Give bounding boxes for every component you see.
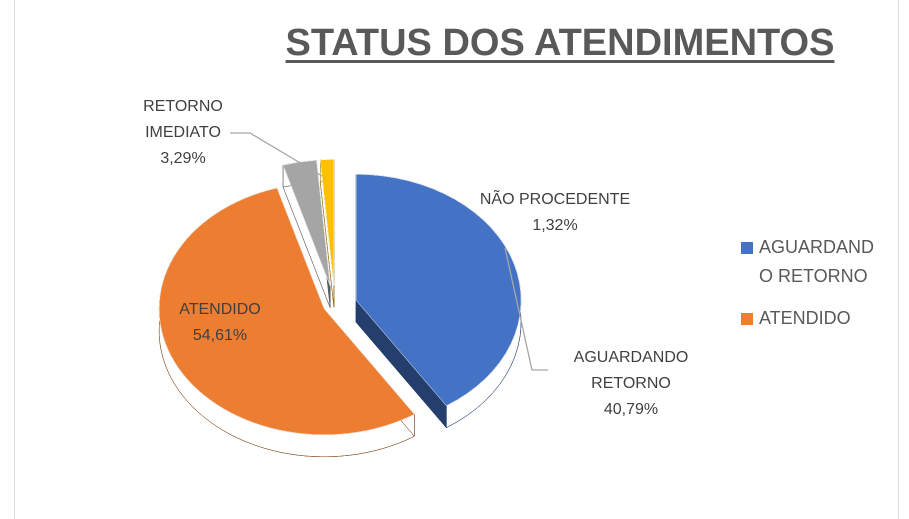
data-label: ATENDIDO 54,61% (160, 297, 280, 349)
legend-item: AGUARDANDO RETORNO (741, 233, 887, 291)
legend-item: ATENDIDO (741, 304, 887, 333)
label-value: 1,32% (532, 217, 578, 234)
label-value: 3,29% (160, 150, 206, 167)
pie-slice (158, 187, 415, 436)
legend-label: ATENDIDO (759, 308, 851, 328)
pie-slice (355, 174, 522, 407)
label-category: ATENDIDO (179, 301, 261, 318)
label-category: AGUARDANDO RETORNO (573, 349, 689, 392)
pie-slice (319, 159, 335, 286)
data-label: NÃO PROCEDENTE 1,32% (455, 187, 655, 239)
chart-title: STATUS DOS ATENDIMENTOS (285, 22, 835, 64)
slices (158, 159, 522, 458)
label-value: 54,61% (192, 327, 248, 344)
legend-label: AGUARDANDO RETORNO (759, 237, 875, 286)
leader-line (504, 247, 548, 371)
label-category: RETORNO IMEDIATO (143, 98, 223, 141)
data-label: RETORNO IMEDIATO 3,29% (128, 94, 238, 172)
label-value: 40,79% (603, 401, 659, 418)
chart-border (14, 0, 899, 519)
legend-swatch (741, 313, 753, 325)
data-label: AGUARDANDO RETORNO 40,79% (561, 345, 701, 423)
label-category: NÃO PROCEDENTE (479, 191, 631, 208)
leader-line (230, 132, 323, 177)
legend-swatch (741, 242, 753, 254)
